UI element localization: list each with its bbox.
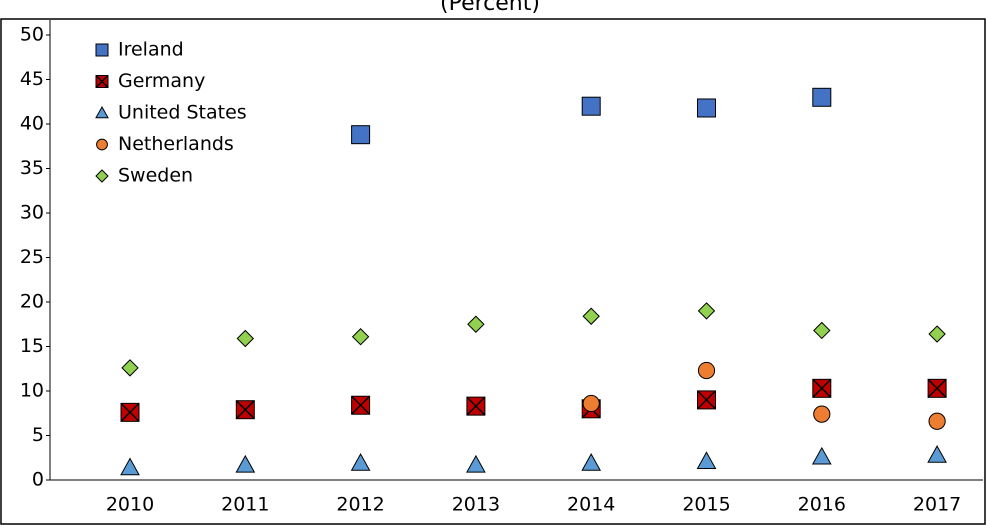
marker-diamond xyxy=(697,302,716,320)
marker-x-square xyxy=(812,378,832,398)
marker-circle xyxy=(928,412,946,430)
y-tick-label: 50 xyxy=(20,24,44,46)
y-tick-label: 25 xyxy=(20,246,44,268)
marker-circle xyxy=(96,138,108,151)
marker-cross xyxy=(927,378,947,398)
legend-label: Sweden xyxy=(118,165,193,187)
marker-square xyxy=(351,125,371,145)
marker-triangle xyxy=(235,454,256,473)
chart-frame xyxy=(0,18,986,525)
marker-diamond xyxy=(236,329,255,348)
marker-x-square xyxy=(466,396,486,416)
marker-cross xyxy=(812,378,832,398)
y-tick-label: 40 xyxy=(20,113,44,135)
legend-label: Netherlands xyxy=(118,133,234,155)
y-tick-label: 35 xyxy=(20,157,44,179)
marker-diamond xyxy=(813,321,831,340)
y-tick-label: 15 xyxy=(20,335,44,357)
marker-triangle xyxy=(811,446,832,465)
chart-title: (Percent) xyxy=(440,0,540,16)
y-tick-label: 5 xyxy=(32,424,44,446)
marker-triangle xyxy=(696,451,717,470)
x-tick-label: 2014 xyxy=(567,494,615,516)
marker-triangle xyxy=(466,454,486,473)
marker-triangle xyxy=(95,105,109,119)
x-tick-label: 2013 xyxy=(452,494,500,516)
y-tick-label: 10 xyxy=(20,380,44,402)
marker-diamond xyxy=(95,169,109,183)
marker-diamond xyxy=(351,328,370,346)
y-tick-label: 0 xyxy=(32,469,44,491)
marker-x-square xyxy=(95,74,109,89)
marker-x-square xyxy=(927,378,947,398)
legend-label: United States xyxy=(118,102,247,124)
y-tick-label: 30 xyxy=(20,202,44,224)
marker-cross xyxy=(351,395,371,415)
marker-triangle xyxy=(581,453,602,471)
legend-label: Germany xyxy=(118,70,205,92)
marker-cross xyxy=(466,396,486,416)
marker-x-square xyxy=(696,390,717,410)
x-tick-label: 2012 xyxy=(336,494,384,516)
marker-x-square xyxy=(120,402,140,422)
marker-square xyxy=(95,43,109,57)
legend-label: Ireland xyxy=(118,39,184,61)
marker-circle xyxy=(813,405,831,423)
x-tick-label: 2010 xyxy=(106,494,154,516)
y-tick-label: 45 xyxy=(20,68,44,90)
marker-circle xyxy=(697,361,716,380)
marker-square xyxy=(812,87,832,107)
marker-cross xyxy=(95,74,109,89)
marker-circle xyxy=(582,394,600,413)
marker-diamond xyxy=(582,307,600,325)
marker-x-square xyxy=(235,400,255,420)
marker-triangle xyxy=(120,457,140,476)
x-tick-label: 2016 xyxy=(798,494,846,516)
marker-x-square xyxy=(351,395,371,415)
marker-diamond xyxy=(467,315,485,333)
marker-triangle xyxy=(350,453,371,471)
marker-cross xyxy=(120,402,140,422)
marker-triangle xyxy=(927,445,947,463)
y-tick-label: 20 xyxy=(20,291,44,313)
marker-diamond xyxy=(121,359,139,377)
marker-cross xyxy=(696,390,717,410)
marker-square xyxy=(697,98,716,118)
marker-square xyxy=(581,96,601,116)
marker-cross xyxy=(235,400,255,420)
x-tick-label: 2017 xyxy=(913,494,961,516)
marker-diamond xyxy=(928,325,946,343)
x-tick-label: 2015 xyxy=(682,494,730,516)
x-tick-label: 2011 xyxy=(221,494,269,516)
